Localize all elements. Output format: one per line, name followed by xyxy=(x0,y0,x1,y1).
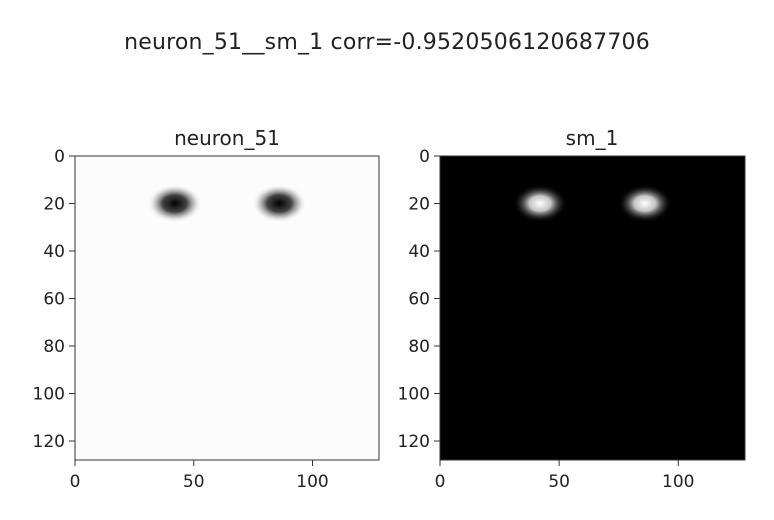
x-axis-neuron-51: 0 50 100 xyxy=(70,460,329,492)
x-axis-sm-1: 0 50 100 xyxy=(435,460,695,492)
panel-sm-1: sm_1 0 20 40 60 80 100 120 0 50 100 xyxy=(398,126,746,492)
heatmap-image-sm-1 xyxy=(440,156,745,460)
panel-title-neuron-51: neuron_51 xyxy=(174,126,280,150)
y-tick-label: 40 xyxy=(408,242,430,262)
figure-suptitle: neuron_51__sm_1 corr=-0.9520506120687706 xyxy=(124,30,650,55)
axes-frame-neuron-51 xyxy=(74,155,380,461)
x-tick-label: 100 xyxy=(296,472,328,492)
blob-layer-neuron-51 xyxy=(147,184,307,223)
heatmap-blob xyxy=(252,184,307,223)
y-tick-label: 0 xyxy=(54,147,65,167)
y-tick-label: 80 xyxy=(43,337,65,357)
y-tick-label: 80 xyxy=(408,337,430,357)
y-tick-label: 60 xyxy=(43,290,65,310)
y-tick-label: 20 xyxy=(43,195,65,215)
y-axis-sm-1: 0 20 40 60 80 100 120 xyxy=(398,147,440,452)
y-axis-neuron-51: 0 20 40 60 80 100 120 xyxy=(33,147,75,452)
panel-title-sm-1: sm_1 xyxy=(566,126,619,150)
y-tick-label: 120 xyxy=(398,432,430,452)
x-tick-label: 50 xyxy=(548,472,570,492)
heatmap-image-neuron-51 xyxy=(75,156,379,460)
x-tick-label: 0 xyxy=(435,472,446,492)
y-tick-label: 100 xyxy=(33,385,65,405)
blob-layer-sm-1 xyxy=(513,184,672,223)
y-tick-label: 60 xyxy=(408,290,430,310)
y-tick-label: 120 xyxy=(33,432,65,452)
heatmap-blob xyxy=(513,184,568,223)
x-tick-label: 0 xyxy=(70,472,81,492)
axes-frame-sm-1 xyxy=(439,155,746,461)
heatmap-blob xyxy=(147,184,202,223)
y-tick-label: 0 xyxy=(419,147,430,167)
x-tick-label: 100 xyxy=(662,472,694,492)
panel-neuron-51: neuron_51 0 20 40 60 80 100 120 0 50 100 xyxy=(33,126,380,492)
y-tick-label: 20 xyxy=(408,195,430,215)
y-tick-label: 40 xyxy=(43,242,65,262)
y-tick-label: 100 xyxy=(398,385,430,405)
x-tick-label: 50 xyxy=(183,472,205,492)
heatmap-blob xyxy=(617,184,672,223)
